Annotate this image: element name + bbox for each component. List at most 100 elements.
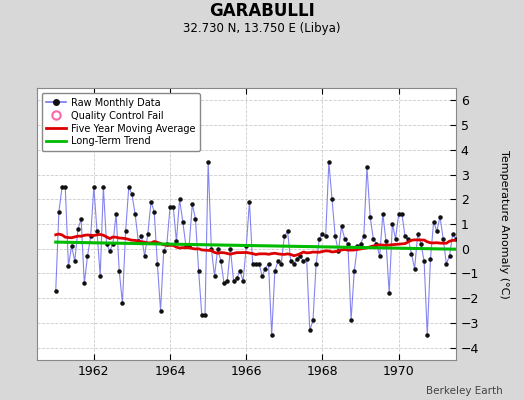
Point	[430, 218, 438, 225]
Point	[261, 265, 269, 272]
Point	[64, 263, 73, 269]
Point	[68, 243, 76, 250]
Point	[344, 240, 352, 247]
Point	[433, 228, 441, 235]
Point	[83, 253, 92, 259]
Point	[461, 263, 470, 269]
Point	[322, 233, 330, 240]
Point	[166, 204, 174, 210]
Point	[439, 236, 447, 242]
Point	[252, 260, 260, 267]
Point	[176, 196, 184, 202]
Point	[318, 231, 326, 237]
Point	[213, 246, 222, 252]
Point	[194, 268, 203, 274]
Point	[137, 233, 146, 240]
Point	[169, 204, 178, 210]
Text: 32.730 N, 13.750 E (Libya): 32.730 N, 13.750 E (Libya)	[183, 22, 341, 35]
Point	[153, 260, 161, 267]
Point	[90, 184, 98, 190]
Point	[264, 260, 272, 267]
Point	[359, 233, 368, 240]
Point	[312, 260, 320, 267]
Point	[372, 240, 380, 247]
Point	[198, 312, 206, 319]
Y-axis label: Temperature Anomaly (°C): Temperature Anomaly (°C)	[498, 150, 509, 298]
Point	[366, 213, 374, 220]
Point	[331, 233, 340, 240]
Point	[204, 159, 212, 165]
Point	[58, 184, 66, 190]
Text: GARABULLI: GARABULLI	[209, 2, 315, 20]
Point	[302, 256, 311, 262]
Point	[337, 223, 346, 230]
Point	[71, 258, 79, 264]
Point	[248, 260, 257, 267]
Point	[223, 278, 232, 284]
Point	[179, 218, 187, 225]
Point	[449, 231, 457, 237]
Point	[80, 280, 89, 286]
Point	[356, 240, 365, 247]
Point	[293, 256, 301, 262]
Point	[369, 236, 377, 242]
Point	[379, 211, 387, 217]
Point	[458, 236, 466, 242]
Point	[382, 238, 390, 244]
Point	[61, 184, 70, 190]
Point	[398, 211, 406, 217]
Point	[391, 236, 400, 242]
Point	[112, 211, 121, 217]
Point	[159, 248, 168, 254]
Point	[407, 250, 416, 257]
Point	[239, 278, 247, 284]
Point	[413, 231, 422, 237]
Point	[341, 236, 349, 242]
Point	[147, 198, 155, 205]
Point	[77, 216, 85, 222]
Point	[334, 248, 343, 254]
Point	[271, 268, 279, 274]
Point	[207, 246, 215, 252]
Point	[427, 256, 435, 262]
Point	[328, 196, 336, 202]
Point	[172, 238, 181, 244]
Point	[233, 275, 241, 282]
Point	[74, 226, 82, 232]
Point	[363, 164, 371, 170]
Point	[385, 290, 394, 296]
Point	[144, 231, 152, 237]
Point	[131, 211, 139, 217]
Point	[467, 213, 476, 220]
Point	[274, 258, 282, 264]
Point	[115, 268, 124, 274]
Point	[296, 253, 304, 259]
Legend: Raw Monthly Data, Quality Control Fail, Five Year Moving Average, Long-Term Tren: Raw Monthly Data, Quality Control Fail, …	[41, 93, 200, 151]
Point	[287, 258, 295, 264]
Point	[267, 332, 276, 338]
Point	[99, 184, 107, 190]
Point	[242, 243, 250, 250]
Point	[236, 268, 244, 274]
Point	[51, 288, 60, 294]
Point	[410, 265, 419, 272]
Point	[401, 233, 409, 240]
Point	[118, 300, 127, 306]
Point	[255, 260, 263, 267]
Point	[220, 280, 228, 286]
Point	[128, 191, 136, 198]
Point	[162, 240, 171, 247]
Point	[290, 260, 298, 267]
Point	[420, 258, 428, 264]
Point	[134, 238, 143, 244]
Point	[309, 317, 317, 324]
Point	[464, 213, 473, 220]
Point	[140, 253, 149, 259]
Point	[452, 236, 460, 242]
Point	[93, 228, 101, 235]
Point	[201, 312, 209, 319]
Point	[299, 258, 308, 264]
Point	[305, 327, 314, 334]
Point	[210, 273, 219, 279]
Point	[442, 260, 451, 267]
